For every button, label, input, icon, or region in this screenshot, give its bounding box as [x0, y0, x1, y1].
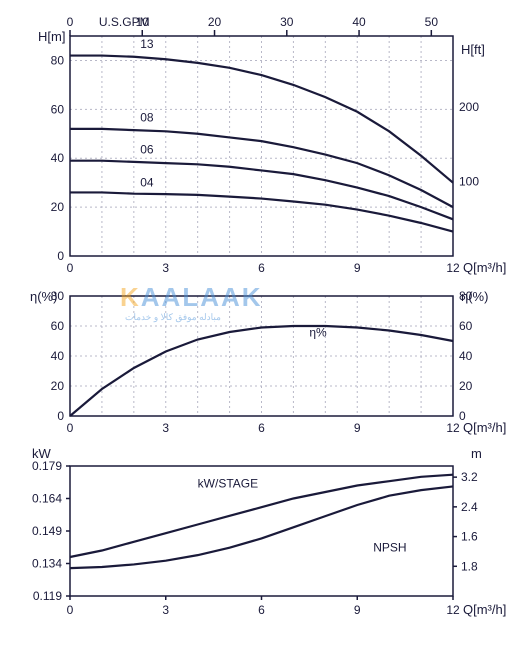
svg-text:2.4: 2.4 [461, 500, 478, 514]
svg-text:08: 08 [140, 111, 154, 125]
svg-text:0: 0 [57, 409, 64, 423]
svg-text:0.179: 0.179 [32, 459, 62, 473]
svg-text:20: 20 [208, 15, 222, 29]
svg-text:9: 9 [354, 603, 361, 617]
svg-text:40: 40 [459, 349, 473, 363]
svg-text:20: 20 [51, 379, 65, 393]
svg-text:80: 80 [51, 53, 65, 67]
svg-text:1.8: 1.8 [461, 559, 478, 573]
svg-text:06: 06 [140, 142, 154, 156]
svg-text:9: 9 [354, 421, 361, 435]
svg-text:Q[m³/h]: Q[m³/h] [463, 260, 506, 275]
pump-curves-svg: 01020304050U.S.GPM020406080H[m]100200H[f… [8, 8, 508, 639]
svg-text:3: 3 [162, 261, 169, 275]
svg-text:1.6: 1.6 [461, 530, 478, 544]
svg-text:60: 60 [51, 319, 65, 333]
svg-text:60: 60 [51, 102, 65, 116]
svg-text:6: 6 [258, 421, 265, 435]
svg-text:0: 0 [67, 261, 74, 275]
svg-text:40: 40 [352, 15, 366, 29]
svg-text:60: 60 [459, 319, 473, 333]
svg-text:0.134: 0.134 [32, 557, 62, 571]
svg-text:04: 04 [140, 175, 154, 189]
svg-text:Q[m³/h]: Q[m³/h] [463, 420, 506, 435]
svg-text:3.2: 3.2 [461, 470, 478, 484]
svg-text:13: 13 [140, 37, 154, 51]
svg-text:η(%): η(%) [461, 289, 488, 304]
svg-text:Q[m³/h]: Q[m³/h] [463, 602, 506, 617]
svg-text:m: m [471, 446, 482, 461]
svg-text:20: 20 [51, 200, 65, 214]
svg-text:NPSH: NPSH [373, 540, 406, 554]
svg-text:9: 9 [354, 261, 361, 275]
svg-text:0: 0 [57, 249, 64, 263]
svg-text:0: 0 [67, 603, 74, 617]
svg-text:0: 0 [67, 15, 74, 29]
svg-text:3: 3 [162, 421, 169, 435]
svg-text:H[m]: H[m] [38, 29, 65, 44]
svg-text:3: 3 [162, 603, 169, 617]
svg-text:η%: η% [309, 326, 327, 340]
svg-text:H[ft]: H[ft] [461, 42, 485, 57]
svg-text:100: 100 [459, 174, 479, 188]
svg-text:6: 6 [258, 261, 265, 275]
svg-text:200: 200 [459, 100, 479, 114]
svg-text:50: 50 [425, 15, 439, 29]
svg-text:0: 0 [67, 421, 74, 435]
svg-text:η(%): η(%) [30, 289, 57, 304]
svg-text:0.119: 0.119 [33, 589, 62, 603]
svg-text:40: 40 [51, 151, 65, 165]
svg-text:12: 12 [446, 603, 460, 617]
svg-text:kW: kW [32, 446, 52, 461]
svg-text:6: 6 [258, 603, 265, 617]
svg-text:20: 20 [459, 379, 473, 393]
svg-text:U.S.GPM: U.S.GPM [99, 15, 150, 29]
svg-text:0.149: 0.149 [32, 524, 62, 538]
svg-text:30: 30 [280, 15, 294, 29]
svg-text:12: 12 [446, 261, 460, 275]
svg-text:kW/STAGE: kW/STAGE [198, 477, 258, 491]
svg-text:12: 12 [446, 421, 460, 435]
svg-text:40: 40 [51, 349, 65, 363]
svg-text:0.164: 0.164 [32, 492, 62, 506]
